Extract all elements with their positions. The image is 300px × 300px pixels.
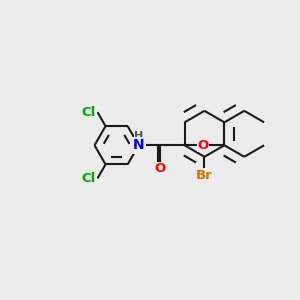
- Text: H: H: [134, 131, 143, 142]
- Text: Cl: Cl: [82, 106, 96, 118]
- Text: H: H: [134, 139, 143, 149]
- Text: O: O: [197, 139, 209, 152]
- Text: Br: Br: [196, 169, 213, 182]
- Text: Cl: Cl: [82, 172, 96, 185]
- Text: N: N: [133, 138, 145, 152]
- Text: N: N: [133, 139, 144, 152]
- Text: O: O: [154, 162, 166, 175]
